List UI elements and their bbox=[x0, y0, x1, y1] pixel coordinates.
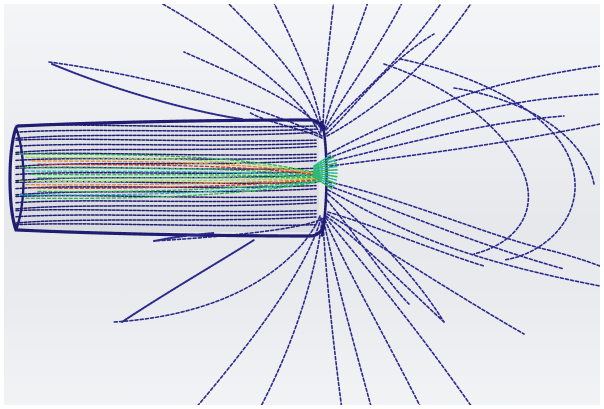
jet-core-trajectory-1 bbox=[19, 153, 321, 175]
exit-cluster-trajectory-9 bbox=[313, 173, 338, 181]
tube-wall-top bbox=[16, 118, 326, 132]
exit-cluster-trajectory-3 bbox=[313, 159, 336, 169]
jet-core-trajectory-2 bbox=[25, 156, 321, 176]
streamline-up-11 bbox=[325, 33, 435, 135]
exit-cluster-trajectory-1 bbox=[313, 154, 332, 167]
streamline-right-5 bbox=[328, 181, 600, 267]
streamline-down-10 bbox=[326, 213, 525, 335]
jet-core-trajectory-7 bbox=[31, 173, 321, 179]
jet-core-trajectory-12 bbox=[37, 179, 321, 193]
stray-trajectory-mid bbox=[153, 232, 215, 242]
streamline-right-12 bbox=[453, 87, 595, 185]
tube-streamline-18 bbox=[15, 202, 317, 210]
streamline-down-4 bbox=[322, 221, 343, 405]
streamline-up-4 bbox=[322, 4, 335, 129]
jet-core-trajectory-5 bbox=[19, 166, 321, 177]
streamline-right-1 bbox=[327, 65, 600, 155]
exit-cluster-trajectory-4 bbox=[313, 162, 338, 170]
stray-trajectory-upper bbox=[51, 63, 243, 120]
exit-cluster-trajectory-5 bbox=[313, 165, 339, 171]
streamline-down-2 bbox=[197, 217, 322, 405]
exit-cluster-trajectory-11 bbox=[313, 175, 335, 187]
streamline-right-4 bbox=[329, 123, 600, 167]
streamline-up-6 bbox=[324, 4, 403, 130]
streamline-up-9 bbox=[48, 61, 323, 137]
streamline-up-12 bbox=[326, 4, 472, 137]
streamline-down-7 bbox=[325, 217, 472, 405]
tube-inlet-edge bbox=[8, 126, 18, 232]
jet-core-group bbox=[19, 153, 339, 200]
jet-core-trajectory-9 bbox=[19, 177, 321, 183]
tube-streamline-5 bbox=[15, 142, 317, 148]
streamline-right-6 bbox=[328, 185, 565, 270]
tube-streamline-4 bbox=[15, 138, 317, 142]
streamline-down-8 bbox=[325, 215, 445, 323]
jet-core-trajectory-13 bbox=[19, 180, 321, 196]
jet-core-trajectory-3 bbox=[31, 160, 321, 176]
tube-streamline-12 bbox=[15, 173, 317, 182]
tube-streamline-2 bbox=[15, 128, 317, 133]
streamline-down-1 bbox=[113, 215, 321, 323]
streamline-right-7 bbox=[327, 189, 600, 287]
exit-cluster-trajectory-12 bbox=[313, 176, 333, 190]
jet-core-trajectory-14 bbox=[25, 180, 321, 200]
jet-core-trajectory-11 bbox=[31, 179, 321, 189]
streamline-up-10 bbox=[248, 111, 323, 139]
tube-streamline-22 bbox=[15, 223, 317, 227]
streamline-down-6 bbox=[324, 219, 421, 405]
tube-inlet-lip bbox=[14, 126, 25, 232]
jet-core-trajectory-10 bbox=[25, 178, 321, 186]
exit-cluster-trajectory-8 bbox=[313, 172, 339, 178]
streamline-down-5 bbox=[323, 221, 372, 405]
tube-streamline-20 bbox=[15, 213, 317, 218]
exit-cluster-trajectory-7 bbox=[313, 171, 339, 175]
streamline-right-10 bbox=[383, 63, 530, 255]
flow-trajectory-viewport bbox=[4, 4, 600, 405]
streamline-right-11 bbox=[399, 58, 576, 261]
streamline-right-2 bbox=[327, 93, 600, 159]
streamline-right-3 bbox=[328, 115, 565, 163]
tube-streamline-19 bbox=[15, 208, 317, 213]
tube-streamline-17 bbox=[15, 198, 317, 204]
streamline-down-3 bbox=[260, 219, 323, 405]
tube-streamline-3 bbox=[15, 131, 317, 140]
tube-streamline-16 bbox=[15, 194, 317, 199]
tube-streamline-21 bbox=[15, 216, 317, 224]
tube-streamline-15 bbox=[15, 188, 317, 196]
exit-cluster-trajectory-10 bbox=[313, 174, 337, 185]
jet-core-trajectory-4 bbox=[37, 163, 321, 177]
tube-streamline-7 bbox=[15, 152, 317, 156]
streamline-down-9 bbox=[153, 217, 325, 242]
tube-streamline-6 bbox=[15, 145, 317, 154]
streamline-up-5 bbox=[323, 4, 369, 129]
stray-trajectory-lower bbox=[121, 239, 255, 323]
streamline-down-11 bbox=[327, 211, 485, 267]
streamline-group bbox=[8, 4, 600, 405]
flow-trajectory-plot bbox=[8, 4, 600, 405]
tube-streamline-8 bbox=[15, 156, 317, 162]
streamline-up-3 bbox=[273, 4, 323, 131]
streamline-up-2 bbox=[227, 4, 322, 133]
jet-core-trajectory-6 bbox=[25, 170, 321, 178]
streamline-right-8 bbox=[327, 193, 445, 323]
exit-cluster-trajectory-2 bbox=[313, 156, 335, 168]
streamline-up-1 bbox=[161, 4, 321, 135]
streamline-up-7 bbox=[325, 4, 442, 131]
exit-cluster-trajectory-6 bbox=[313, 169, 339, 172]
streamline-right-9 bbox=[326, 199, 410, 305]
tube-streamline-14 bbox=[15, 184, 317, 190]
tube-wall-bottom bbox=[16, 220, 326, 238]
tube-streamline-11 bbox=[15, 170, 317, 176]
